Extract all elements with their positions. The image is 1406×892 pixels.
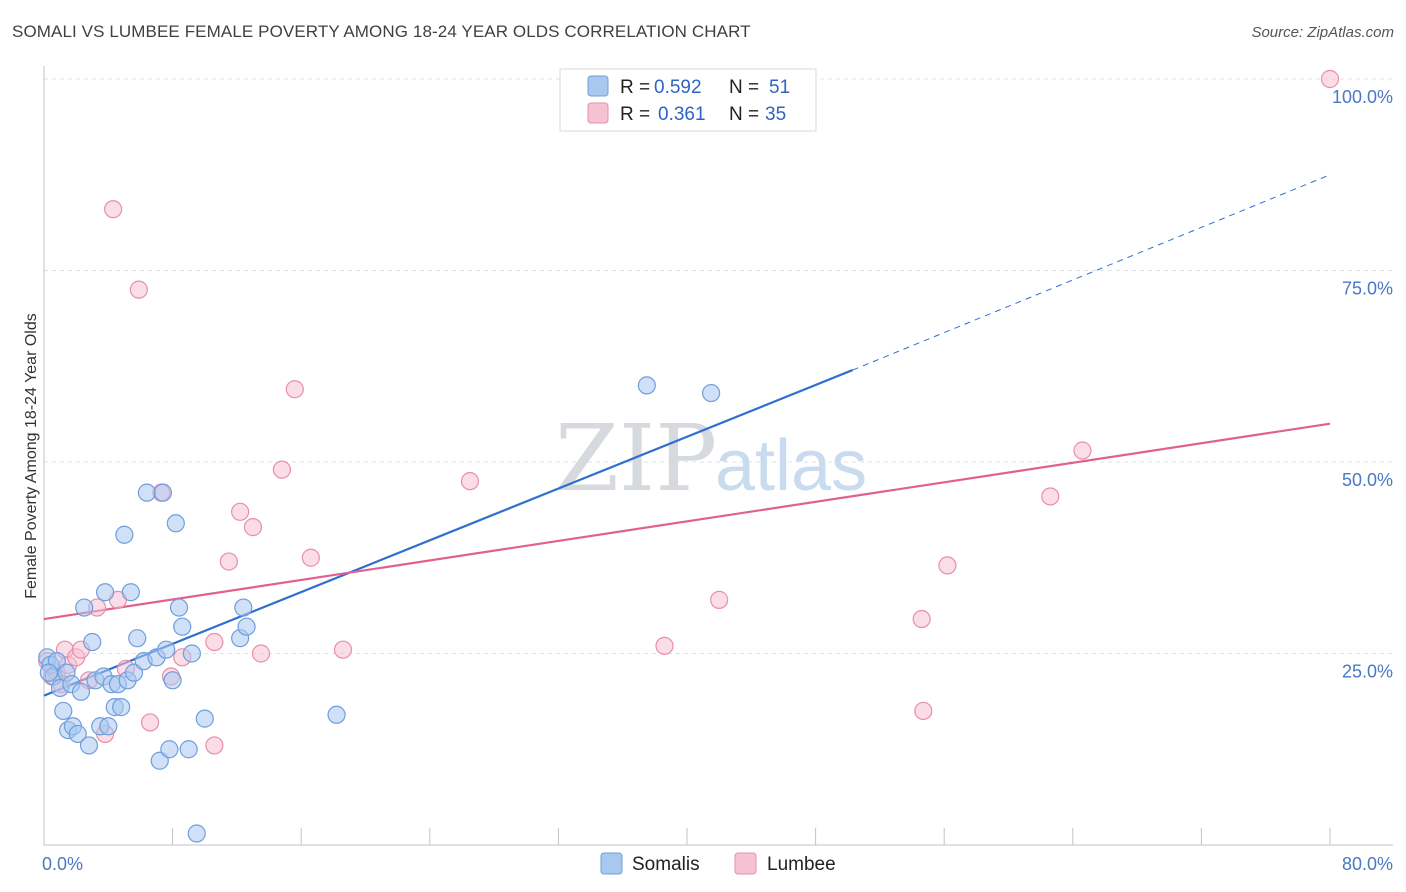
bottom-legend-somalis: Somalis [632,854,700,875]
legend-r-value-2: 0.361 [658,104,706,125]
y-tick-label-2: 75.0% [1342,279,1393,299]
legend-r-label-1: R = [620,77,650,98]
somali-point-37 [166,514,185,533]
trend-lines [43,174,1331,697]
somali-point-49 [702,383,721,403]
somali-point-26 [121,583,140,602]
somali-trend-line [43,369,853,697]
somali-point-36 [163,671,182,690]
lumbee-point-28 [333,640,353,659]
somali-point-12 [75,598,94,617]
legend-swatch-lumbee [587,102,609,124]
y-tick-label-0: 25.0% [1342,662,1393,682]
somali-point-42 [187,824,206,843]
somali-point-30 [137,483,156,502]
somali-point-13 [79,736,99,755]
lumbee-point-23 [243,518,263,537]
somali-point-11 [71,682,91,701]
somali-point-19 [99,717,118,736]
somali-point-23 [112,698,131,717]
somali-point-34 [157,640,176,659]
stats-legend: R = 0.592 N = 51 R = 0.361 N = 35 [559,68,817,132]
lumbee-trend-line [43,422,1331,621]
somali-point-46 [237,617,256,636]
lumbee-point-22 [231,502,250,521]
x-tick-label-0: 0.0% [42,854,83,874]
somali-point-47 [327,705,346,724]
somali-point-39 [173,617,192,636]
lumbee-point-31 [710,590,729,609]
somali-point-43 [195,709,214,728]
lumbee-point-27 [301,548,320,567]
lumbee-point-33 [914,701,933,721]
x-tick-labels: 0.0% 80.0% [42,854,1393,874]
somali-point-10 [68,724,87,744]
somali-point-24 [115,525,134,544]
lumbee-point-37 [1320,69,1340,89]
data-points [38,69,1340,843]
legend-r-label-2: R = [620,104,650,125]
lumbee-point-36 [1073,441,1092,460]
lumbee-point-34 [938,556,957,575]
series-legend: Somalis Lumbee [600,852,836,875]
bottom-legend-lumbee: Lumbee [767,854,836,875]
lumbee-point-11 [104,200,123,219]
bottom-legend-swatch-somalis [600,852,623,875]
legend-r-value-1: 0.592 [654,77,702,98]
somali-point-41 [182,644,201,663]
watermark-zip: ZIP [555,405,717,512]
somali-point-5 [54,701,73,721]
y-tick-label-1: 50.0% [1342,470,1393,490]
watermark-atlas: atlas [715,426,867,506]
somali-point-48 [637,376,656,395]
y-tick-label-3: 100.0% [1332,87,1393,107]
lumbee-point-20 [205,736,224,755]
source-credit: Source: ZipAtlas.com [1251,24,1394,41]
somali-point-45 [234,598,253,617]
somali-point-40 [179,740,198,759]
axes [43,66,1393,846]
lumbee-point-26 [285,380,304,399]
somali-point-28 [128,629,147,648]
y-tick-labels: 25.0% 50.0% 75.0% 100.0% [1332,87,1393,682]
bottom-legend-swatch-lumbee [734,852,757,875]
somali-point-35 [160,740,179,759]
somali-point-38 [169,598,189,617]
lumbee-point-35 [1041,487,1060,506]
lumbee-point-29 [460,472,480,491]
lumbee-point-21 [219,552,238,571]
somali-point-18 [95,583,115,602]
legend-n-value-2: 35 [765,104,786,125]
x-tick-label-1: 80.0% [1342,854,1393,874]
somali-point-50 [39,663,58,682]
lumbee-point-19 [205,632,224,652]
lumbee-point-25 [272,460,292,479]
lumbee-point-15 [140,713,160,732]
somali-point-33 [153,483,173,502]
lumbee-point-32 [912,609,931,629]
lumbee-point-14 [129,280,148,299]
y-axis-label: Female Poverty Among 18-24 Year Olds [23,313,40,599]
legend-n-label-1: N = [729,77,759,98]
grid-lines [44,78,1393,654]
legend-n-label-2: N = [729,104,759,125]
legend-swatch-somalis [587,75,609,97]
lumbee-point-30 [655,636,674,655]
somali-trend-extension [852,174,1331,371]
chart-title: SOMALI VS LUMBEE FEMALE POVERTY AMONG 18… [12,22,751,41]
somali-point-14 [83,632,102,652]
lumbee-point-24 [251,644,271,663]
legend-n-value-1: 51 [769,77,790,98]
